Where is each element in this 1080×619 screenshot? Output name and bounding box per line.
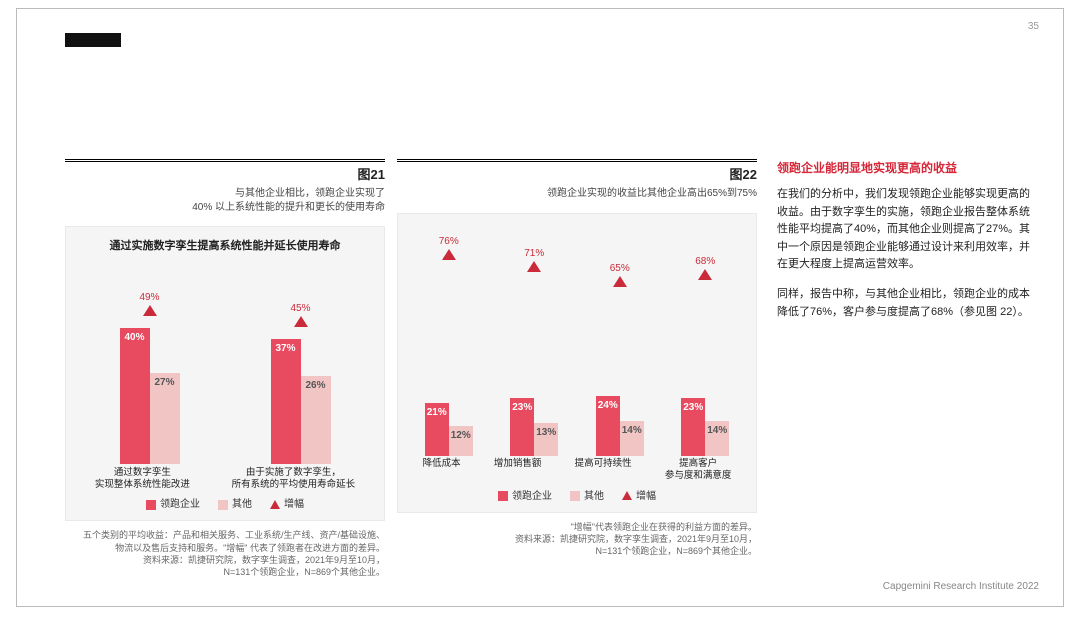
figure-22-legend: 领跑企业 其他 增幅 [406, 487, 748, 504]
bar-other: 12% [449, 426, 473, 456]
legend-delta-22: 增幅 [636, 491, 656, 502]
figure-21-chart: 49%40%27%45%37%26% 通过数字孪生 实现整体系统性能改进由于实施… [74, 257, 376, 512]
figure-21-header: 图21 [65, 159, 385, 183]
delta-triangle-icon [142, 305, 156, 316]
category-label: 提高客户 参与度和满意度 [665, 458, 732, 482]
legend-other: 其他 [232, 499, 252, 510]
bar-leader: 37% [271, 339, 301, 465]
figure-22-chart: 76%21%12%71%23%13%65%24%14%68%23%14% 降低成… [406, 224, 748, 504]
figure-21-card-title: 通过实施数字孪生提高系统性能并延长使用寿命 [74, 237, 376, 253]
bar-other: 13% [534, 423, 558, 456]
sidebar-paragraph-1: 在我们的分析中，我们发现领跑企业能够实现更高的收益。由于数字孪生的实施，领跑企业… [777, 186, 1039, 274]
bar-other: 27% [150, 373, 180, 465]
legend-delta: 增幅 [284, 499, 304, 510]
delta-triangle-icon [527, 261, 541, 272]
figure-21-legend: 领跑企业 其他 增幅 [74, 495, 376, 512]
legend-leader: 领跑企业 [160, 499, 200, 510]
bar-other: 26% [301, 376, 331, 464]
figure-21-footnote: 五个类别的平均收益：产品和相关服务、工业系统/生产线、资产/基础设施、 物流以及… [65, 529, 385, 578]
figure-22-card: 76%21%12%71%23%13%65%24%14%68%23%14% 降低成… [397, 213, 757, 513]
bar-leader: 23% [681, 398, 705, 456]
page-frame: 35 图21 与其他企业相比，领跑企业实现了 40% 以上系统性能的提升和更长的… [16, 8, 1064, 607]
credit-line: Capgemini Research Institute 2022 [883, 581, 1039, 592]
delta-triangle-icon [293, 316, 307, 327]
figure-21-column: 图21 与其他企业相比，领跑企业实现了 40% 以上系统性能的提升和更长的使用寿… [65, 159, 385, 578]
bar-leader: 40% [120, 328, 150, 464]
sidebar-title: 领跑企业能明显地实现更高的收益 [777, 159, 1039, 176]
content-area: 图21 与其他企业相比，领跑企业实现了 40% 以上系统性能的提升和更长的使用寿… [65, 159, 1039, 578]
figure-22-column: 图22 领跑企业实现的收益比其他企业高出65%到75% 76%21%12%71%… [397, 159, 757, 578]
category-label: 由于实施了数字孪生， 所有系统的平均使用寿命延长 [232, 467, 356, 491]
figure-22-footnote: "增幅"代表领跑企业在获得的利益方面的差异。 资料来源：凯捷研究院，数字孪生调查… [397, 521, 757, 557]
delta-triangle-icon [613, 276, 627, 287]
bar-leader: 21% [425, 403, 449, 456]
top-accent-bar [65, 33, 121, 47]
category-label: 降低成本 [423, 458, 461, 482]
category-label: 通过数字孪生 实现整体系统性能改进 [95, 467, 190, 491]
legend-other-22: 其他 [584, 491, 604, 502]
legend-leader-22: 领跑企业 [512, 491, 552, 502]
category-label: 提高可持续性 [575, 458, 632, 482]
delta-triangle-icon [698, 269, 712, 280]
sidebar-text: 领跑企业能明显地实现更高的收益 在我们的分析中，我们发现领跑企业能够实现更高的收… [769, 159, 1039, 578]
delta-triangle-icon [442, 249, 456, 260]
bar-leader: 23% [510, 398, 534, 456]
category-label: 增加销售额 [494, 458, 542, 482]
bar-leader: 24% [596, 396, 620, 456]
figure-21-subtitle: 与其他企业相比，领跑企业实现了 40% 以上系统性能的提升和更长的使用寿命 [65, 187, 385, 214]
figure-22-subtitle: 领跑企业实现的收益比其他企业高出65%到75% [397, 187, 757, 201]
sidebar-paragraph-2: 同样，报告中称，与其他企业相比，领跑企业的成本降低了76%，客户参与度提高了68… [777, 286, 1039, 321]
bar-other: 14% [620, 421, 644, 456]
figure-22-label: 图22 [397, 159, 757, 183]
figure-21-card: 通过实施数字孪生提高系统性能并延长使用寿命 49%40%27%45%37%26%… [65, 226, 385, 521]
figure-22-header: 图22 [397, 159, 757, 183]
bar-other: 14% [705, 421, 729, 456]
page-number: 35 [1028, 21, 1039, 32]
figure-21-label: 图21 [65, 159, 385, 183]
